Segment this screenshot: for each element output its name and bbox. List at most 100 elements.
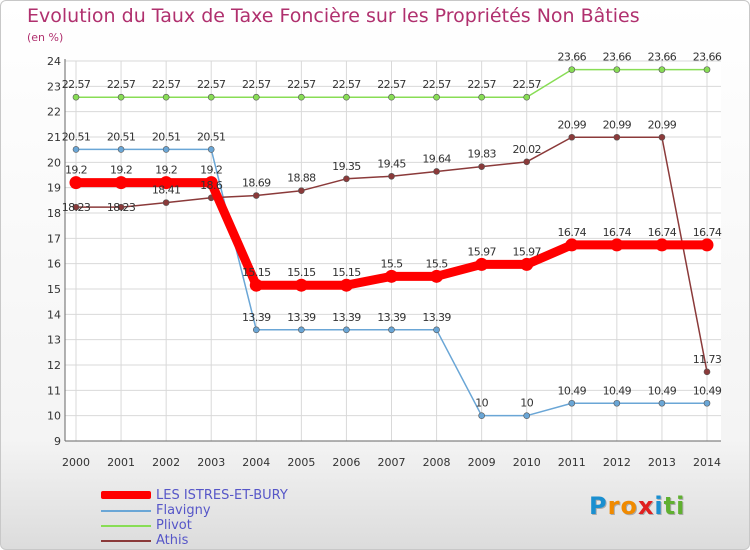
data-label-les-istres-et-bury: 19.2 <box>200 164 222 177</box>
legend-swatch-plivot <box>101 525 151 527</box>
data-label-les-istres-et-bury: 16.74 <box>648 226 677 239</box>
data-point-les-istres-et-bury <box>610 238 624 252</box>
legend-label-les-istres-et-bury: LES ISTRES-ET-BURY <box>156 488 288 503</box>
x-tick-label: 2008 <box>423 456 451 469</box>
x-tick-label: 2007 <box>378 456 406 469</box>
y-tick-label: 23 <box>47 80 61 93</box>
y-tick-label: 15 <box>47 283 61 296</box>
y-tick-label: 20 <box>47 156 61 169</box>
data-point-plivot <box>298 93 305 101</box>
data-label-plivot: 23.66 <box>558 51 587 64</box>
y-tick-label: 11 <box>47 384 61 397</box>
x-tick-label: 2009 <box>468 456 496 469</box>
legend-label-athis: Athis <box>156 533 189 548</box>
data-point-plivot <box>117 93 125 101</box>
data-label-flavigny: 10.49 <box>603 384 632 397</box>
y-tick-label: 17 <box>47 232 61 245</box>
data-point-flavigny <box>478 412 485 419</box>
data-label-athis: 19.83 <box>467 148 496 161</box>
data-point-les-istres-et-bury <box>339 278 353 292</box>
y-tick-label: 24 <box>47 55 61 68</box>
data-point-flavigny <box>568 399 576 407</box>
data-point-plivot <box>433 93 440 101</box>
data-point-athis <box>523 158 531 166</box>
data-point-flavigny <box>298 326 305 334</box>
data-label-plivot: 22.57 <box>197 78 226 91</box>
legend-swatch-flavigny <box>101 510 151 512</box>
y-tick-label: 18 <box>47 207 61 220</box>
data-point-athis <box>613 133 621 141</box>
data-point-flavigny <box>388 326 395 334</box>
data-point-les-istres-et-bury <box>114 176 128 190</box>
x-tick-label: 2005 <box>287 456 315 469</box>
data-label-athis: 18.69 <box>242 177 271 190</box>
data-point-flavigny <box>433 326 440 334</box>
data-label-flavigny: 13.39 <box>377 311 406 324</box>
logo-letter: o <box>620 492 638 520</box>
data-point-flavigny <box>343 326 350 334</box>
data-point-plivot <box>388 93 395 101</box>
data-label-flavigny: 10.49 <box>693 384 722 397</box>
data-label-plivot: 22.57 <box>107 78 136 91</box>
data-label-plivot: 22.57 <box>242 78 271 91</box>
data-point-plivot <box>523 93 531 101</box>
data-point-athis <box>388 172 395 180</box>
y-tick-label: 9 <box>54 435 61 448</box>
data-label-athis: 19.35 <box>332 160 361 173</box>
data-label-athis: 19.64 <box>422 152 451 165</box>
chart-title: Evolution du Taux de Taxe Foncière sur l… <box>27 5 640 27</box>
x-tick-label: 2010 <box>513 456 541 469</box>
data-label-plivot: 22.57 <box>422 78 451 91</box>
y-tick-label: 12 <box>47 359 61 372</box>
data-label-athis: 20.02 <box>512 143 541 156</box>
data-point-flavigny <box>207 146 215 153</box>
legend-label-plivot: Plivot <box>156 518 192 533</box>
data-point-les-istres-et-bury <box>249 278 263 292</box>
data-label-les-istres-et-bury: 15.5 <box>380 257 403 270</box>
legend-label-flavigny: Flavigny <box>156 503 211 518</box>
data-label-athis: 18.6 <box>200 179 223 192</box>
data-label-flavigny: 20.51 <box>152 130 181 143</box>
data-point-les-istres-et-bury <box>159 176 173 190</box>
x-tick-label: 2011 <box>558 456 586 469</box>
data-point-flavigny <box>613 399 621 407</box>
data-label-plivot: 23.66 <box>693 51 722 64</box>
data-label-les-istres-et-bury: 19.2 <box>110 164 132 177</box>
legend-swatch-les-istres-et-bury <box>101 491 151 499</box>
data-point-plivot <box>162 93 170 101</box>
data-label-flavigny: 13.39 <box>332 311 361 324</box>
data-label-athis: 18.41 <box>152 184 181 197</box>
plot-area <box>65 61 721 441</box>
data-point-athis <box>117 203 125 211</box>
data-point-athis <box>478 163 485 170</box>
data-label-athis: 18.23 <box>107 201 136 214</box>
data-label-flavigny: 20.51 <box>197 130 226 143</box>
logo-letter: P <box>589 492 608 520</box>
data-point-les-istres-et-bury <box>385 269 398 283</box>
data-label-flavigny: 20.51 <box>107 130 136 143</box>
data-point-les-istres-et-bury <box>204 176 218 190</box>
data-label-plivot: 22.57 <box>152 78 181 91</box>
data-point-athis <box>343 175 350 183</box>
data-label-athis: 20.99 <box>648 118 677 131</box>
data-point-les-istres-et-bury <box>655 238 669 252</box>
data-label-flavigny: 10.49 <box>558 384 587 397</box>
data-point-athis <box>703 368 711 376</box>
logo-letter: t <box>663 492 677 520</box>
data-label-plivot: 23.66 <box>648 51 677 64</box>
data-label-les-istres-et-bury: 16.74 <box>603 226 632 239</box>
data-label-les-istres-et-bury: 15.97 <box>467 245 496 258</box>
data-label-plivot: 22.57 <box>62 78 91 91</box>
data-label-flavigny: 10.49 <box>648 384 677 397</box>
data-point-les-istres-et-bury <box>430 269 444 283</box>
logo-letter: i <box>654 492 664 520</box>
data-label-flavigny: 13.39 <box>287 311 316 324</box>
data-point-plivot <box>703 66 711 73</box>
data-label-les-istres-et-bury: 19.2 <box>155 164 177 177</box>
data-label-athis: 20.99 <box>603 118 632 131</box>
data-label-les-istres-et-bury: 15.97 <box>512 245 541 258</box>
data-point-les-istres-et-bury <box>565 238 579 252</box>
data-point-les-istres-et-bury <box>475 257 489 271</box>
data-label-les-istres-et-bury: 15.15 <box>287 266 316 279</box>
data-point-flavigny <box>117 146 125 153</box>
